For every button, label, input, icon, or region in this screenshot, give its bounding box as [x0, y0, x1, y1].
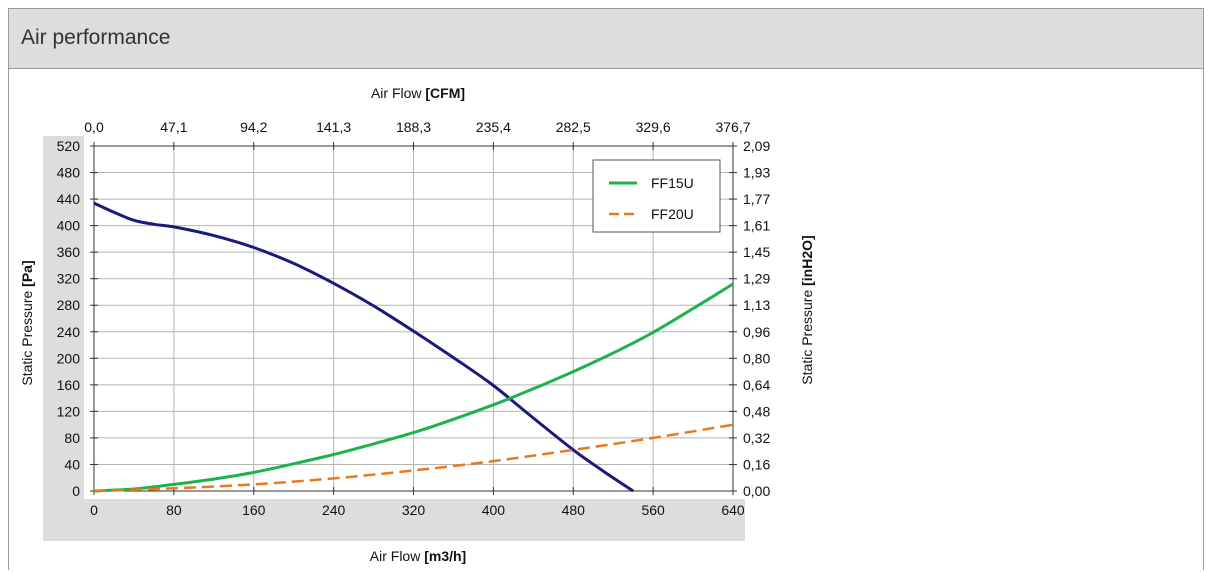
x2-tick-label: 0,0 [84, 119, 104, 135]
y2-tick-label: 0,48 [743, 403, 770, 419]
panel-header: Air performance [9, 9, 1203, 69]
y-tick-label: 360 [57, 244, 81, 260]
y-axis-title: Static Pressure [Pa] [19, 260, 35, 385]
x2-tick-label: 329,6 [636, 119, 671, 135]
grid-lines [94, 146, 733, 491]
x-tick-label: 80 [166, 502, 182, 518]
x-tick-label: 320 [402, 502, 426, 518]
x-axis-title: Air Flow [m3/h] [370, 548, 466, 564]
x-axis-label-band [43, 499, 745, 541]
x-tick-label: 0 [90, 502, 98, 518]
y-tick-label: 280 [57, 297, 81, 313]
y2-tick-label: 0,64 [743, 377, 770, 393]
x-tick-label: 240 [322, 502, 346, 518]
x2-tick-label: 188,3 [396, 119, 431, 135]
performance-curve-line [93, 201, 635, 493]
x2-tick-label: 282,5 [556, 119, 591, 135]
x2-tick-label: 141,3 [316, 119, 351, 135]
series-group [93, 201, 734, 493]
y2-tick-label: 0,80 [743, 350, 770, 366]
x-tick-label: 160 [242, 502, 266, 518]
y2-tick-label: 0,96 [743, 324, 770, 340]
ff15u-line [93, 282, 734, 493]
legend: FF15U FF20U [592, 159, 721, 233]
x2-tick-label: 94,2 [240, 119, 267, 135]
y-tick-label: 240 [57, 324, 81, 340]
x-tick-label: 560 [641, 502, 665, 518]
y2-tick-label: 1,13 [743, 297, 770, 313]
y2-tick-label: 0,00 [743, 483, 770, 499]
y2-tick-label: 0,16 [743, 456, 770, 472]
x-tick-label: 640 [721, 502, 745, 518]
legend-label-ff20u: FF20U [651, 206, 694, 222]
y2-tick-label: 1,77 [743, 191, 770, 207]
x-tick-label: 400 [482, 502, 506, 518]
panel-title: Air performance [21, 26, 171, 49]
x-tick-label: 480 [562, 502, 586, 518]
y2-tick-label: 1,93 [743, 165, 770, 181]
y-tick-label: 0 [72, 483, 80, 499]
x2-axis-title: Air Flow [CFM] [371, 85, 465, 101]
y2-tick-label: 1,45 [743, 244, 770, 260]
y-tick-label: 40 [64, 456, 80, 472]
y2-tick-label: 0,32 [743, 430, 770, 446]
y-tick-label: 320 [57, 271, 81, 287]
y2-tick-label: 1,61 [743, 218, 770, 234]
x2-tick-label: 47,1 [160, 119, 187, 135]
y-tick-label: 400 [57, 218, 81, 234]
x2-tick-label: 376,7 [715, 119, 750, 135]
y-tick-label: 120 [57, 403, 81, 419]
legend-label-ff15u: FF15U [651, 175, 694, 191]
y2-tick-label: 2,09 [743, 138, 770, 154]
y-tick-label: 160 [57, 377, 81, 393]
y2-tick-label: 1,29 [743, 271, 770, 287]
y-tick-label: 440 [57, 191, 81, 207]
y-tick-label: 520 [57, 138, 81, 154]
y-tick-label: 80 [64, 430, 80, 446]
y-axis-label-band [43, 136, 84, 541]
y-tick-label: 200 [57, 350, 81, 366]
legend-box [592, 159, 721, 233]
x2-tick-label: 235,4 [476, 119, 511, 135]
y2-axis-title: Static Pressure [inH2O] [799, 235, 815, 384]
y-tick-label: 480 [57, 165, 81, 181]
